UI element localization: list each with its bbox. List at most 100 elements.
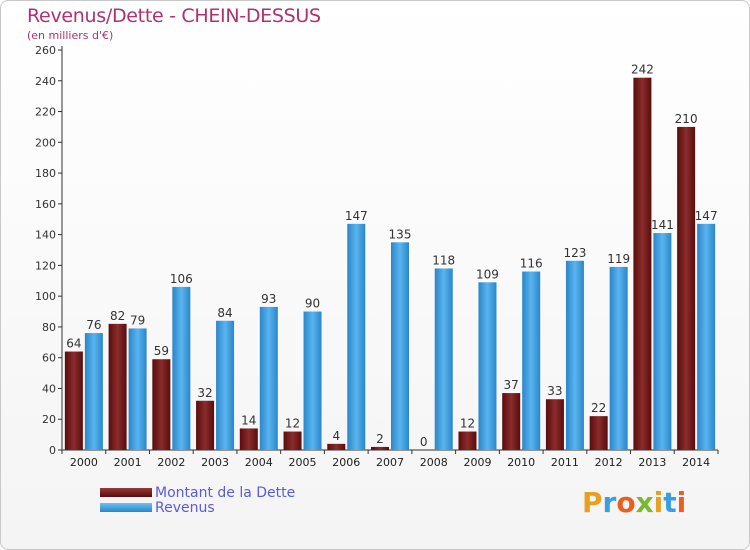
data-label-dette: 59 (154, 344, 169, 358)
x-tick-label: 2008 (420, 456, 448, 469)
logo-letter: P (582, 486, 603, 519)
data-label-revenus: 147 (695, 209, 718, 223)
x-tick-label: 2000 (70, 456, 98, 469)
bar-revenus (172, 286, 191, 450)
x-tick-label: 2007 (376, 456, 404, 469)
bar-revenus (653, 233, 672, 450)
x-tick-label: 2009 (463, 456, 491, 469)
bar-revenus (303, 311, 322, 450)
logo-letter: t (663, 486, 677, 519)
bar-dette (502, 393, 521, 450)
y-tick-label: 260 (35, 44, 56, 57)
bar-revenus (522, 271, 541, 450)
y-tick-label: 40 (42, 382, 56, 395)
legend-label-dette: Montant de la Dette (155, 485, 296, 501)
bar-dette (196, 400, 215, 450)
data-label-dette: 32 (197, 386, 212, 400)
x-tick-label: 2013 (638, 456, 666, 469)
chart-subtitle: (en milliers d'€) (27, 29, 114, 42)
bar-revenus (128, 328, 147, 450)
bar-dette (64, 351, 83, 450)
x-tick-label: 2005 (289, 456, 317, 469)
data-label-dette: 242 (631, 63, 654, 77)
x-tick-label: 2006 (332, 456, 360, 469)
data-label-dette: 12 (285, 417, 300, 431)
data-label-dette: 82 (110, 309, 125, 323)
bar-revenus (565, 260, 584, 450)
x-tick-label: 2002 (157, 456, 185, 469)
x-tick-label: 2003 (201, 456, 229, 469)
data-label-revenus: 118 (432, 253, 455, 267)
proxiti-logo: Proxiti (582, 486, 686, 519)
data-label-revenus: 116 (520, 257, 543, 271)
bar-dette (589, 416, 608, 450)
bar-dette (283, 431, 302, 450)
chart-title: Revenus/Dette - CHEIN-DESSUS (27, 5, 321, 27)
bar-revenus (391, 242, 409, 450)
data-label-revenus: 93 (261, 292, 276, 306)
logo-letter: x (635, 486, 654, 519)
data-label-dette: 0 (420, 435, 428, 449)
y-tick-label: 60 (42, 352, 56, 365)
data-label-revenus: 141 (651, 218, 674, 232)
y-tick-label: 180 (35, 167, 56, 180)
legend-swatch-revenus (100, 503, 152, 512)
data-label-revenus: 123 (563, 246, 586, 260)
legend-swatch-dette (100, 488, 152, 497)
bar-dette (545, 399, 564, 450)
x-tick-label: 2004 (245, 456, 273, 469)
data-label-dette: 2 (376, 432, 384, 446)
bar-revenus (434, 268, 453, 450)
data-label-revenus: 147 (345, 209, 368, 223)
bar-revenus (259, 306, 278, 450)
bar-dette (239, 428, 258, 450)
data-label-revenus: 119 (607, 252, 630, 266)
y-tick-label: 120 (35, 259, 56, 272)
data-label-revenus: 135 (389, 227, 412, 241)
bar-revenus (216, 320, 235, 450)
bar-revenus (609, 266, 628, 450)
data-label-revenus: 76 (86, 318, 101, 332)
x-tick-label: 2010 (507, 456, 535, 469)
data-label-revenus: 109 (476, 267, 499, 281)
y-tick-label: 100 (35, 290, 56, 303)
x-tick-label: 2011 (551, 456, 579, 469)
bar-dette (327, 443, 346, 450)
y-tick-label: 160 (35, 198, 56, 211)
data-label-revenus: 90 (305, 297, 320, 311)
data-label-dette: 37 (504, 378, 519, 392)
bar-dette (677, 126, 696, 450)
data-label-dette: 12 (460, 417, 475, 431)
logo-letter: i (676, 486, 687, 519)
data-label-dette: 33 (547, 384, 562, 398)
data-label-revenus: 84 (217, 306, 232, 320)
data-label-dette: 22 (591, 401, 606, 415)
bar-revenus (84, 333, 103, 450)
bar-revenus (478, 282, 497, 450)
bar-dette (371, 446, 389, 450)
data-label-revenus: 79 (130, 313, 145, 327)
x-tick-label: 2014 (682, 456, 710, 469)
bar-dette (458, 431, 477, 450)
y-tick-label: 220 (35, 106, 56, 119)
data-label-dette: 4 (332, 429, 340, 443)
data-label-revenus: 106 (170, 272, 193, 286)
logo-letter: r (602, 486, 617, 519)
y-tick-label: 20 (42, 413, 56, 426)
y-tick-label: 0 (49, 444, 56, 457)
legend-label-revenus: Revenus (155, 500, 215, 516)
y-tick-label: 140 (35, 229, 56, 242)
y-tick-label: 200 (35, 136, 56, 149)
data-label-dette: 64 (66, 337, 81, 351)
x-tick-label: 2001 (114, 456, 142, 469)
data-label-dette: 210 (675, 112, 698, 126)
bar-dette (108, 323, 127, 450)
y-tick-label: 80 (42, 321, 56, 334)
x-tick-label: 2012 (595, 456, 623, 469)
y-tick-label: 240 (35, 75, 56, 88)
bar-dette (152, 359, 171, 450)
bar-revenus (697, 223, 716, 450)
logo-letter: o (616, 486, 636, 519)
bar-dette (633, 77, 652, 450)
